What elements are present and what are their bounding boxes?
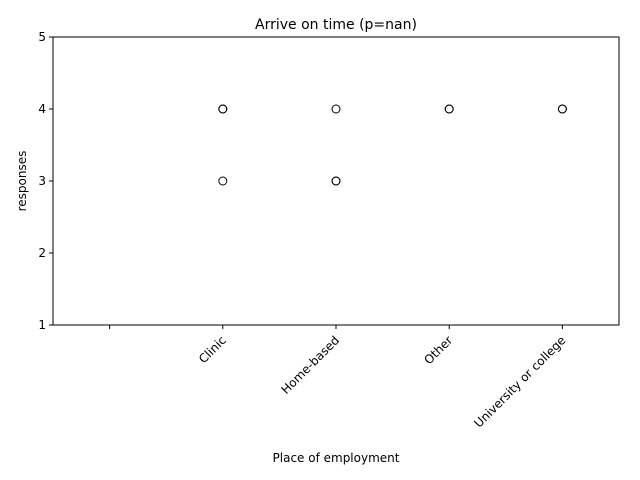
outlier-university-or-college-1 (557, 104, 567, 114)
y-tick-label-1: 1 (38, 318, 46, 332)
y-axis: 1 2 3 4 5 (38, 30, 53, 332)
outlier-clinic-1 (218, 104, 228, 114)
y-tick-label-2: 2 (38, 246, 46, 260)
y-tick-label-3: 3 (38, 174, 46, 188)
x-axis-label: Place of employment (273, 451, 400, 465)
outlier-other-1 (444, 104, 454, 114)
outlier-clinic-2 (218, 176, 228, 186)
outlier-home-based-0 (331, 104, 341, 114)
y-tick-label-4: 4 (38, 102, 46, 116)
y-axis-label: responses (15, 151, 29, 212)
outlier-home-based-2 (331, 176, 341, 186)
chart-title: Arrive on time (p=nan) (255, 17, 417, 33)
y-tick-label-5: 5 (38, 30, 46, 44)
